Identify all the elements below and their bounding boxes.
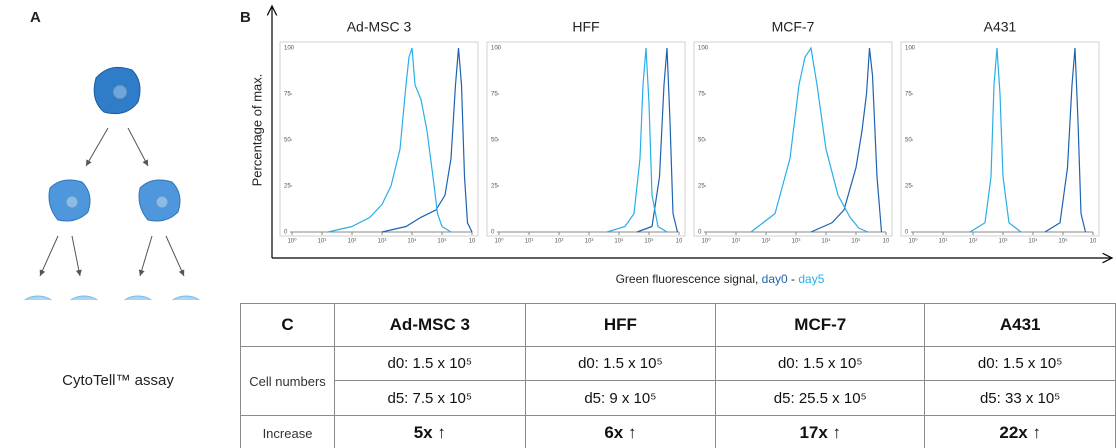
x-tick-label: 10¹ (939, 239, 948, 245)
histogram-line (381, 47, 473, 233)
header-cell: Ad-MSC 3 (334, 303, 526, 347)
histogram-line (1044, 47, 1087, 233)
panel-label: A (30, 9, 41, 26)
x-tick-label: 10⁴ (1028, 238, 1038, 245)
cell: 22x ↑ (924, 415, 1116, 448)
cell: 17x ↑ (715, 415, 926, 448)
y-tick-label: 75 (491, 92, 498, 98)
y-tick-label: 0 (491, 230, 495, 236)
legend-entry: day0 (762, 272, 788, 286)
x-axis-label-text: Green fluorescence signal, (616, 272, 762, 286)
x-tick-label: 10 (883, 239, 890, 245)
histogram-line (606, 47, 668, 233)
y-tick-label: 0 (905, 230, 909, 236)
header-cell: A431 (924, 303, 1116, 347)
cell: d0: 1.5 x 10⁵ (334, 346, 526, 381)
y-axis-label: Percentage of max. (249, 74, 264, 187)
x-tick-label: 10² (969, 239, 978, 245)
x-tick-label: 10³ (999, 239, 1008, 245)
x-tick-label: 10² (348, 239, 357, 245)
histogram-line (327, 47, 452, 233)
x-tick-label: 10³ (378, 239, 387, 245)
header-cell: HFF (524, 303, 717, 347)
x-tick-label: 10³ (792, 239, 801, 245)
x-tick-label: 10⁵ (644, 238, 654, 245)
y-tick-label: 0 (284, 230, 288, 236)
cell: 6x ↑ (524, 415, 717, 448)
panel-label: B (240, 9, 251, 26)
x-tick-label: 10⁵ (437, 238, 447, 245)
x-tick-label: 10⁰ (908, 238, 918, 245)
row-label: Cell numbers (240, 346, 335, 416)
x-tick-label: 10⁴ (821, 238, 831, 245)
x-tick-label: 10⁰ (701, 238, 711, 245)
x-tick-label: 10⁴ (407, 238, 417, 245)
x-tick-label: 10⁰ (287, 238, 297, 245)
y-tick-label: 0 (698, 230, 702, 236)
y-tick-label: 100 (491, 46, 502, 52)
y-tick-label: 75 (698, 92, 705, 98)
x-tick-label: 10 (1090, 239, 1097, 245)
cell: d0: 1.5 x 10⁵ (524, 346, 717, 381)
legend-entry: day5 (798, 272, 824, 286)
chart-title: Ad-MSC 3 (347, 19, 412, 35)
cell: d0: 1.5 x 10⁵ (924, 346, 1116, 381)
y-tick-label: 50 (905, 138, 912, 144)
header-cell: MCF-7 (715, 303, 926, 347)
cell: d5: 9 x 10⁵ (524, 380, 717, 416)
x-tick-label: 10 (676, 239, 683, 245)
x-tick-label: 10¹ (318, 239, 327, 245)
x-axis-label: Green fluorescence signal, day0 - day5 (616, 272, 825, 286)
legend-separator: - (788, 272, 799, 286)
plot-frame (279, 41, 479, 237)
y-tick-label: 50 (284, 138, 291, 144)
chart-title: HFF (572, 19, 599, 35)
y-tick-label: 75 (284, 92, 291, 98)
y-tick-label: 100 (698, 46, 709, 52)
y-tick-label: 25 (698, 184, 705, 190)
x-tick-label: 10⁵ (851, 238, 861, 245)
chart-title: MCF-7 (772, 19, 815, 35)
x-tick-label: 10³ (585, 239, 594, 245)
histogram-line (969, 47, 1022, 233)
x-tick-label: 10 (469, 239, 476, 245)
cell: d5: 25.5 x 10⁵ (715, 380, 926, 416)
cell: d5: 7.5 x 10⁵ (334, 380, 526, 416)
y-tick-label: 100 (284, 46, 295, 52)
results-table: C Ad-MSC 3 HFF MCF-7 A431 Cell numbers d… (240, 303, 1116, 448)
x-tick-label: 10⁵ (1058, 238, 1068, 245)
y-tick-label: 50 (698, 138, 705, 144)
chart-title: A431 (984, 19, 1017, 35)
y-tick-label: 100 (905, 46, 916, 52)
row-label: Increase (240, 415, 335, 448)
x-tick-label: 10⁴ (614, 238, 624, 245)
figure-drawing: A B Percentage of max. Green fluorescenc… (23, 0, 1116, 300)
cell-diagram (23, 66, 201, 300)
plot-frame (693, 41, 893, 237)
x-tick-label: 10² (762, 239, 771, 245)
y-tick-label: 25 (905, 184, 912, 190)
y-tick-label: 50 (491, 138, 498, 144)
y-tick-label: 75 (905, 92, 912, 98)
x-tick-label: 10¹ (525, 239, 534, 245)
histogram-line (810, 47, 883, 233)
histogram-line (636, 47, 679, 233)
plot-frame (900, 41, 1100, 237)
caption: CytoTell™ assay (62, 372, 174, 389)
x-tick-label: 10¹ (732, 239, 741, 245)
histogram-line (750, 46, 869, 233)
cell: d0: 1.5 x 10⁵ (715, 346, 926, 381)
y-tick-label: 25 (491, 184, 498, 190)
x-tick-label: 10⁰ (494, 238, 504, 245)
plot-frame (486, 41, 686, 237)
y-tick-label: 25 (284, 184, 291, 190)
cell: d5: 33 x 10⁵ (924, 380, 1116, 416)
x-tick-label: 10² (555, 239, 564, 245)
header-cell: C (240, 303, 335, 347)
cell: 5x ↑ (334, 415, 526, 448)
